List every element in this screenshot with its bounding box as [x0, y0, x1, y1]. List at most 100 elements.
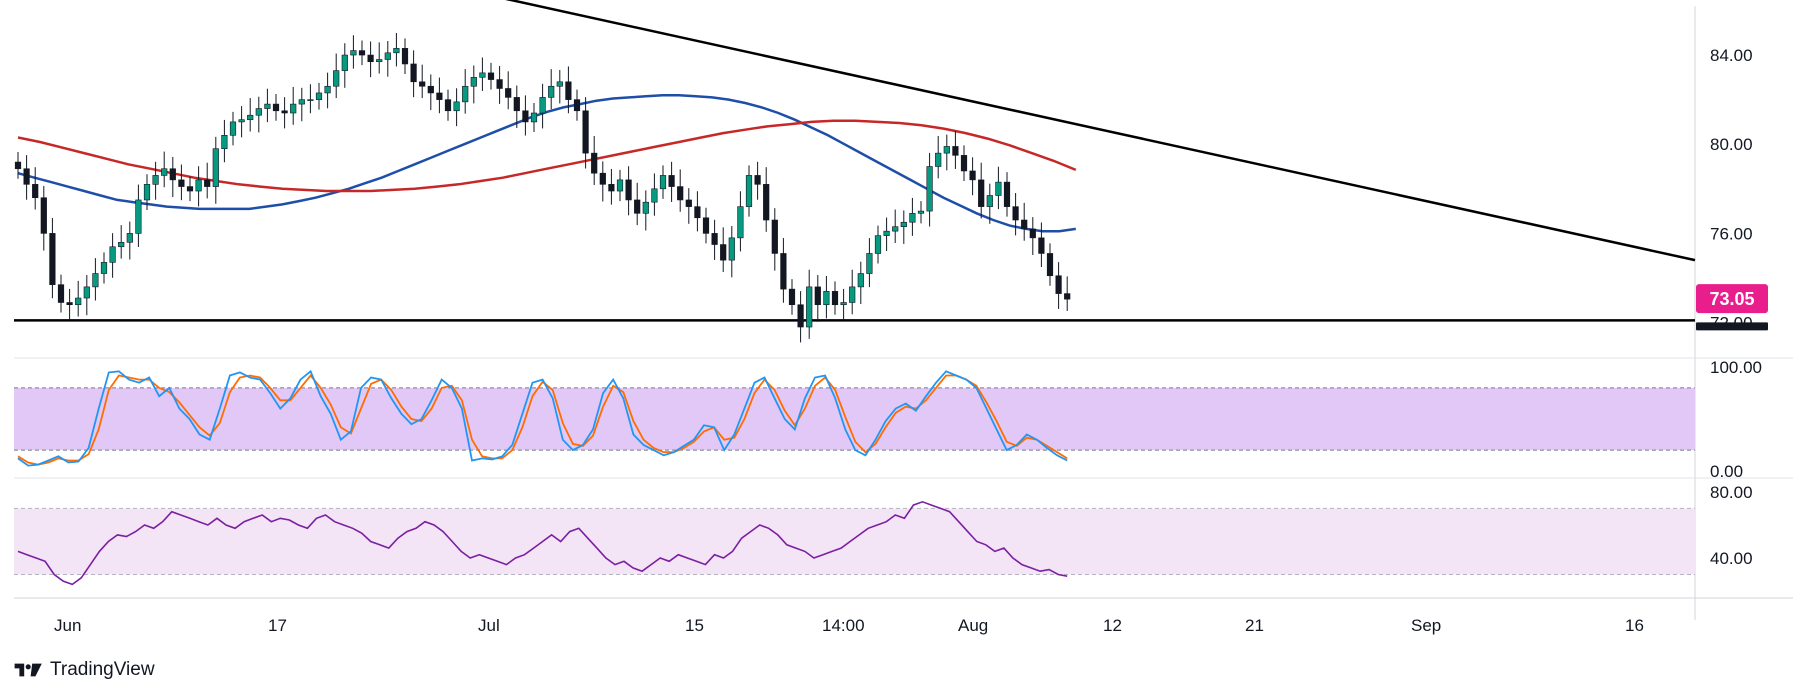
time-tick-label: 21	[1245, 616, 1264, 635]
candle	[969, 157, 976, 196]
candle-body-up	[393, 48, 400, 54]
time-scale[interactable]: Jun 17 Jul 15 14:00 Aug 12 21 Sep 16	[54, 616, 1644, 635]
candle	[797, 291, 804, 343]
candle	[307, 84, 314, 114]
candle	[685, 188, 692, 224]
candle	[427, 74, 434, 111]
rsi-band	[14, 508, 1695, 575]
candle-body-up	[995, 181, 1002, 196]
candle	[539, 83, 546, 129]
time-tick-label: Aug	[958, 616, 988, 635]
candle	[135, 184, 142, 247]
candle	[840, 288, 847, 321]
candle	[935, 135, 942, 179]
candle	[92, 258, 99, 301]
candle-body-up	[737, 206, 744, 239]
brand-name: TradingView	[50, 659, 155, 680]
candle-body-up	[341, 54, 348, 71]
candle	[625, 166, 632, 216]
candle-body-up	[935, 152, 942, 167]
time-tick-label: Sep	[1411, 616, 1441, 635]
candle-body-down	[969, 170, 976, 181]
candle	[479, 57, 486, 91]
candle-body-up	[926, 166, 933, 212]
candle	[505, 71, 512, 110]
candle-body-down	[505, 88, 512, 98]
candle-body-down	[1055, 275, 1062, 294]
candle-body-up	[479, 72, 486, 78]
candle	[530, 102, 538, 132]
candle	[436, 77, 443, 114]
candle	[616, 169, 624, 202]
candle-body-up	[384, 52, 391, 60]
candle	[247, 98, 254, 132]
candle	[126, 221, 133, 260]
candle	[333, 53, 340, 99]
candle-body-down	[591, 152, 598, 174]
candle-body-up	[745, 175, 753, 207]
candle-body-down	[960, 155, 968, 172]
candle	[298, 87, 305, 122]
candle	[118, 225, 125, 259]
candle	[780, 238, 787, 303]
brand[interactable]: TradingView	[14, 659, 155, 681]
candle-body-down	[1064, 293, 1071, 300]
stochastic-panel[interactable]	[14, 369, 1695, 467]
candle	[900, 210, 907, 244]
candle	[763, 167, 770, 232]
candle-body-down	[23, 168, 30, 185]
candle	[453, 88, 460, 127]
candle-body-up	[462, 85, 469, 103]
candle	[548, 69, 555, 110]
candle	[358, 40, 366, 66]
candle-body-down	[685, 199, 692, 207]
candle-body-up	[333, 70, 340, 87]
candle	[178, 164, 185, 201]
candle-body-down	[487, 72, 495, 80]
candle	[40, 185, 47, 251]
candle-body-down	[771, 219, 778, 254]
candle	[264, 88, 271, 123]
candle-body-down	[419, 81, 426, 87]
candle-body-up	[548, 85, 555, 98]
candle	[49, 218, 56, 299]
candle	[32, 167, 39, 210]
candle	[410, 50, 417, 98]
candle-body-down	[625, 179, 632, 201]
candle	[1003, 172, 1011, 217]
candle	[737, 191, 744, 252]
candle-body-down	[169, 168, 176, 181]
candle-body-down	[281, 110, 288, 114]
candle	[1038, 222, 1045, 268]
candle	[255, 96, 262, 133]
descending-trendline	[505, 0, 1696, 262]
candle-body-up	[255, 108, 262, 116]
stochastic-d-line	[17, 374, 1068, 466]
candle	[161, 151, 168, 188]
candle	[677, 169, 684, 212]
candle-body-down	[814, 286, 821, 306]
candle-body-down	[32, 184, 39, 199]
time-tick-label: 16	[1625, 616, 1644, 635]
candle-body-up	[135, 199, 142, 234]
candle-body-up	[900, 221, 907, 228]
candle-body-up	[143, 184, 151, 201]
candle-body-down	[1021, 219, 1028, 230]
candle-body-up	[92, 273, 99, 288]
candle-body-down	[1046, 253, 1054, 277]
candle-body-up	[247, 114, 254, 120]
candle	[513, 85, 520, 128]
candle-body-up	[909, 213, 916, 223]
candle	[591, 135, 598, 186]
stochastic-tick-label: 100.00	[1710, 358, 1762, 377]
rsi-panel[interactable]	[14, 500, 1695, 586]
candle	[419, 64, 426, 99]
candle	[169, 156, 176, 198]
candle-body-up	[659, 175, 667, 190]
candle	[771, 208, 778, 271]
price-panel[interactable]	[14, 0, 1696, 343]
candle-body-up	[866, 253, 873, 274]
candle	[401, 38, 409, 74]
